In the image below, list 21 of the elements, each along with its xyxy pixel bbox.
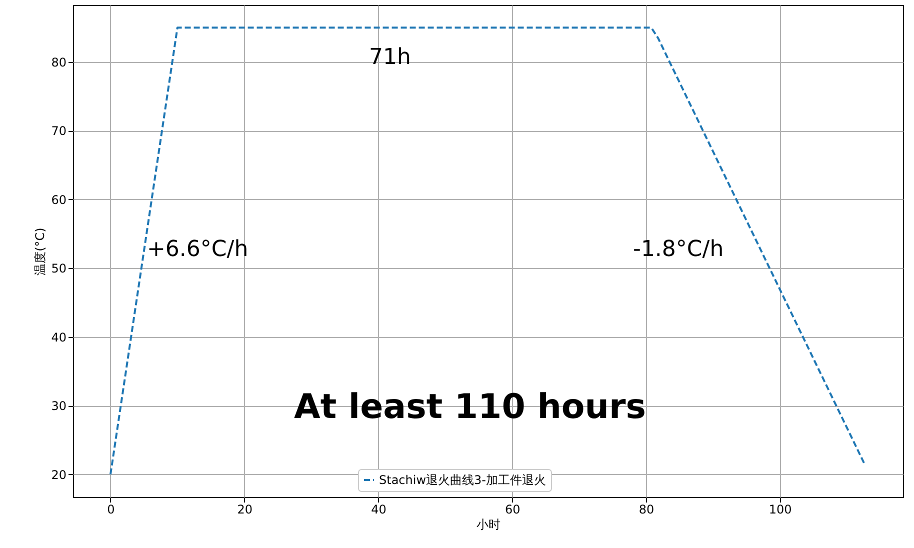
x-tick-label: 100 bbox=[768, 502, 792, 516]
x-tick-label: 80 bbox=[638, 502, 654, 516]
y-tick-label: 60 bbox=[51, 192, 66, 207]
y-tick-label: 20 bbox=[51, 468, 66, 482]
x-axis-title: 小时 bbox=[476, 518, 500, 532]
y-tick-label: 50 bbox=[51, 262, 66, 276]
x-tick-label: 60 bbox=[504, 502, 520, 516]
annotation: At least 110 hours bbox=[294, 387, 646, 427]
annotation: 71h bbox=[369, 45, 411, 70]
y-tick-label: 70 bbox=[51, 124, 66, 138]
y-tick-label: 30 bbox=[51, 399, 66, 414]
x-tick-label: 0 bbox=[107, 502, 115, 516]
x-tick-label: 40 bbox=[371, 502, 386, 516]
y-tick-label: 40 bbox=[51, 330, 66, 344]
y-axis-title: 温度(°C) bbox=[33, 228, 48, 276]
annotation: +6.6°C/h bbox=[147, 237, 248, 262]
legend-label: Stachiw退火曲线3-加工件退火 bbox=[379, 473, 546, 487]
y-tick-label: 80 bbox=[51, 56, 66, 70]
line-series bbox=[109, 26, 866, 476]
x-tick-label: 20 bbox=[237, 502, 252, 516]
annotation: -1.8°C/h bbox=[633, 237, 724, 262]
